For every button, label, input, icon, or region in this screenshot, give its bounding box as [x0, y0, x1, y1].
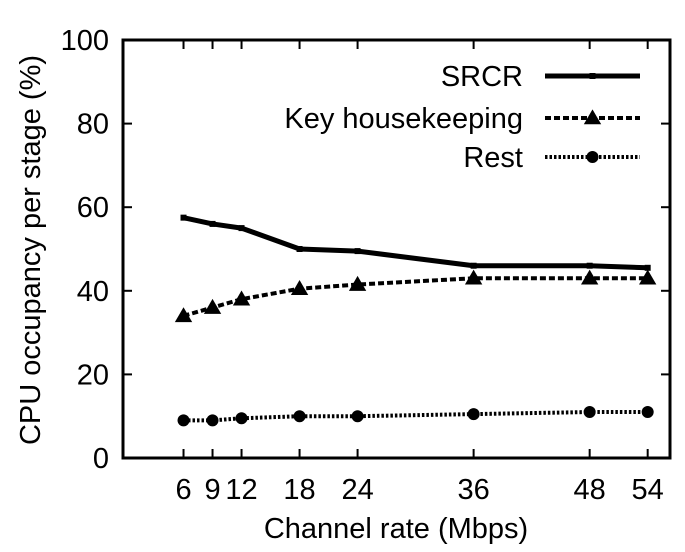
data-point-rest [467, 408, 480, 421]
legend-label-rest: Rest [463, 142, 523, 174]
data-point-rest [177, 414, 190, 427]
data-point-key-housekeeping [203, 298, 222, 314]
x-tick-label: 54 [632, 474, 664, 506]
data-point-rest [583, 406, 596, 419]
data-point-rest [293, 410, 306, 423]
legend-marker-key-housekeeping [583, 109, 602, 125]
legend-label-key-housekeeping: Key housekeeping [284, 103, 523, 135]
x-tick-label: 24 [341, 474, 373, 506]
data-point-key-housekeeping [639, 269, 657, 285]
y-axis-title: CPU occupancy per stage (%) [15, 55, 47, 445]
series-line-key-housekeeping [182, 276, 648, 318]
x-tick-label: 18 [283, 474, 315, 506]
data-point-rest [206, 414, 219, 427]
data-point-srcr [180, 214, 187, 221]
data-point-key-housekeeping [174, 307, 193, 323]
data-point-srcr [586, 262, 593, 269]
series-line-rest [183, 410, 648, 423]
x-tick-label: 36 [457, 474, 489, 506]
y-tick-label: 60 [77, 192, 109, 224]
x-axis-title: Channel rate (Mbps) [264, 513, 528, 545]
data-point-key-housekeeping [580, 269, 599, 285]
series-line-srcr [182, 215, 648, 271]
legend-marker-rest [586, 151, 599, 163]
y-tick-label: 80 [77, 109, 109, 141]
data-point-srcr [644, 264, 651, 271]
y-tick-label: 40 [77, 276, 109, 308]
legend-label-srcr: SRCR [441, 61, 523, 93]
data-point-key-housekeeping [464, 269, 483, 285]
data-point-rest [235, 412, 248, 425]
data-point-srcr [238, 225, 245, 232]
y-tick-label: 20 [77, 359, 109, 391]
data-point-srcr [354, 248, 361, 255]
data-point-key-housekeeping [348, 275, 367, 291]
x-tick-label: 6 [175, 474, 191, 506]
plot-frame [121, 38, 672, 460]
data-point-srcr [470, 262, 477, 269]
data-point-srcr [296, 246, 303, 252]
y-tick-label: 0 [93, 443, 109, 475]
data-point-key-housekeeping [290, 280, 309, 296]
data-point-rest [351, 410, 364, 423]
x-tick-label: 9 [204, 474, 220, 506]
legend-marker-srcr [589, 73, 596, 79]
data-point-rest [641, 406, 654, 419]
x-tick-label: 48 [574, 474, 606, 506]
data-point-key-housekeeping [232, 290, 251, 306]
data-point-srcr [209, 220, 216, 227]
y-tick-label: 100 [61, 25, 109, 57]
x-tick-label: 12 [225, 474, 257, 506]
